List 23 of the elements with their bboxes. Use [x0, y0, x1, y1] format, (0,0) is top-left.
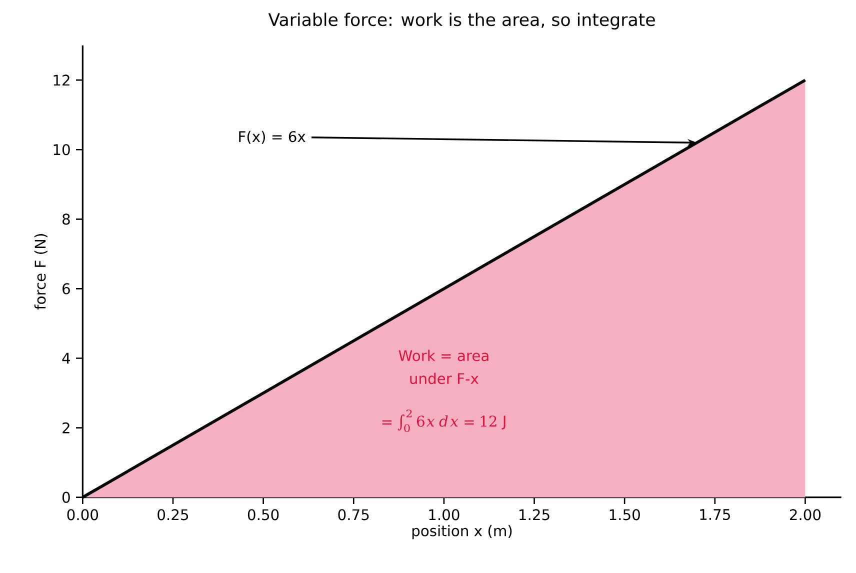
chart-title: Variable force: work is the area, so integrate	[268, 12, 655, 30]
x-tick-label: 0.00	[67, 509, 98, 520]
y-tick-label: 0	[62, 492, 70, 503]
annotation: Work = area	[398, 350, 488, 361]
y-axis-title: force F (N)	[34, 234, 48, 310]
annotation: F(x) = 6x	[239, 130, 306, 144]
x-tick-label: 0.75	[338, 509, 369, 520]
y-tick-label: 12	[54, 74, 70, 86]
y-tick-label: 4	[62, 352, 70, 364]
x-tick-label: 2.00	[790, 509, 821, 520]
x-tick-label: 1.75	[700, 509, 730, 520]
x-axis-title: position x (m)	[412, 524, 512, 539]
x-tick-label: 1.00	[429, 509, 460, 520]
x-tick-label: 1.25	[520, 509, 550, 520]
x-tick-label: 0.25	[158, 509, 188, 520]
x-tick-label: 1.50	[610, 509, 640, 520]
y-tick-label: 2	[62, 422, 70, 434]
x-tick-label: 0.50	[248, 509, 279, 520]
y-tick-label: 8	[62, 213, 70, 225]
y-tick-label: 10	[54, 144, 70, 156]
annotation: $= \int_0^2 6x\,dx = 12\ \mathrm{J}$	[382, 409, 506, 432]
annotation: under F-x	[410, 372, 478, 384]
y-tick-label: 6	[62, 283, 70, 294]
